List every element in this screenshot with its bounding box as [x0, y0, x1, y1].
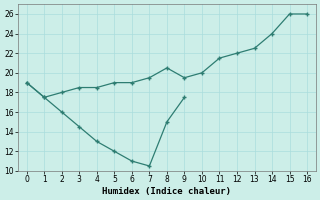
- X-axis label: Humidex (Indice chaleur): Humidex (Indice chaleur): [102, 187, 231, 196]
